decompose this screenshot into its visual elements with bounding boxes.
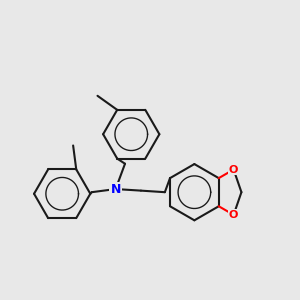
Text: N: N [110,183,121,196]
Text: O: O [229,210,238,220]
Text: O: O [229,164,238,175]
